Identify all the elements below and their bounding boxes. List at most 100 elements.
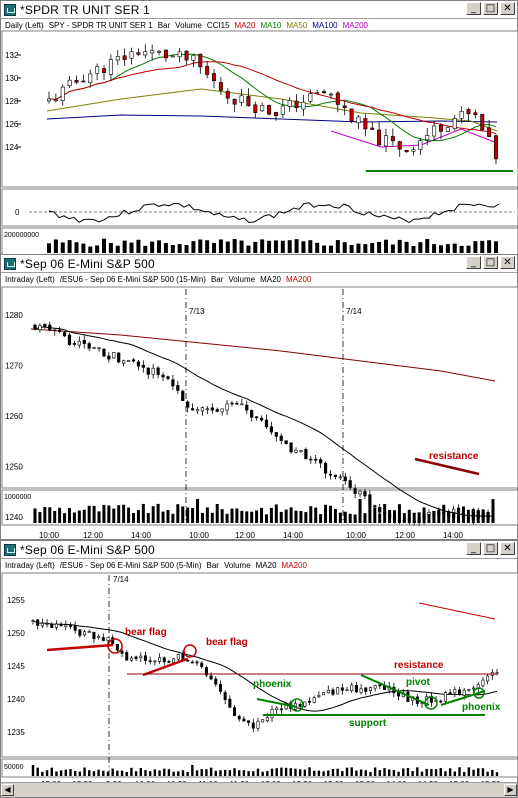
daily-candle <box>287 100 292 107</box>
daily-candle <box>60 86 65 101</box>
es-15min-chart[interactable]: 1280 1270 1260 1250 1240 7/13 7/14 resistance 10… <box>1 273 518 541</box>
minimize-button[interactable]: _ <box>466 542 481 555</box>
five-candle <box>45 623 49 625</box>
five-candle <box>87 631 91 633</box>
spy-daily-chart[interactable]: 1321301281261240200000000121719212527M35… <box>1 19 518 255</box>
legend-item: SPY - SPDR TR UNIT SER 1 <box>48 21 153 30</box>
legend-item: MA20 <box>260 275 281 284</box>
daily-candle <box>163 49 168 59</box>
maximize-button[interactable]: □ <box>483 542 498 555</box>
fifteen-candle <box>343 476 347 482</box>
maximize-button[interactable]: □ <box>483 2 498 15</box>
volume-bar <box>255 510 259 523</box>
volume-bar <box>294 768 297 776</box>
five-candle <box>186 659 190 662</box>
volume-bar <box>92 505 96 523</box>
volume-bar <box>444 771 447 776</box>
volume-bar <box>359 769 363 776</box>
minimize-button[interactable]: _ <box>466 2 481 15</box>
five-candle <box>106 637 110 641</box>
resistance-line <box>414 457 480 476</box>
volume-bar <box>136 239 141 253</box>
price-tick-label: 1280 <box>5 311 23 320</box>
volume-bar <box>298 769 302 776</box>
fifteen-candle <box>102 348 106 357</box>
ma20-line <box>34 326 493 517</box>
five-candle <box>279 708 283 711</box>
window-titlebar[interactable]: *Sep 06 E-Mini S&P 500 _ □ ✕ <box>1 255 517 273</box>
legend-item: Bar <box>157 21 171 30</box>
volume-bar <box>437 509 441 523</box>
fifteen-candle <box>131 359 136 362</box>
five-candle <box>368 687 372 691</box>
time-tick-label: 14:00 <box>283 531 304 540</box>
volume-bar <box>328 505 332 523</box>
five-candle <box>326 690 330 694</box>
fifteen-candle <box>146 367 150 375</box>
es-5min-chart[interactable]: 1255 1250 1245 1240 1235 7/14 bear flag bear fl… <box>1 559 518 785</box>
volume-bar <box>432 244 437 253</box>
scroll-right-button[interactable]: ▶ <box>504 784 517 796</box>
daily-candle <box>108 59 113 75</box>
scroll-left-button[interactable]: ◀ <box>1 784 14 796</box>
volume-bar <box>457 511 461 523</box>
five-candle <box>486 675 490 682</box>
fifteen-candle <box>284 440 288 444</box>
volume-bar <box>131 513 135 523</box>
ma50-line <box>46 88 498 132</box>
volume-bar <box>172 771 175 776</box>
minimize-button[interactable]: _ <box>466 256 481 269</box>
five-candle <box>317 695 321 697</box>
volume-bar <box>256 768 260 776</box>
volume-bar <box>452 243 457 253</box>
fifteen-candle <box>117 352 121 363</box>
volume-bar <box>102 238 107 253</box>
close-button[interactable]: ✕ <box>500 256 515 269</box>
window-titlebar[interactable]: *Sep 06 E-Mini S&P 500 _ □ ✕ <box>1 541 517 559</box>
volume-bar <box>319 514 323 523</box>
five-candle <box>261 719 265 723</box>
volume-pane <box>1 227 518 255</box>
five-candle <box>251 722 255 729</box>
volume-bar <box>38 512 42 523</box>
legend-item: MA200 <box>281 561 307 570</box>
fifteen-candle <box>294 449 298 453</box>
five-candle <box>64 624 68 627</box>
close-button[interactable]: ✕ <box>500 542 515 555</box>
volume-bar <box>417 512 421 523</box>
daily-candle <box>493 135 498 160</box>
horizontal-scrollbar[interactable]: ◀ ▶ <box>1 782 517 797</box>
volume-bar <box>239 240 244 253</box>
volume-bar <box>327 770 330 776</box>
window-titlebar[interactable]: *SPDR TR UNIT SER 1 _ □ ✕ <box>1 1 517 19</box>
volume-bar <box>315 242 320 253</box>
volume-bar <box>177 244 182 253</box>
fifteen-candle <box>67 334 72 345</box>
daily-candle <box>81 80 86 83</box>
five-candle <box>247 720 251 723</box>
volume-bar <box>264 514 268 523</box>
volume-bar <box>95 245 100 253</box>
daily-candle <box>150 50 155 54</box>
support-label: support <box>349 718 387 729</box>
volume-bar <box>377 241 382 253</box>
volume-bar <box>122 240 127 253</box>
maximize-button[interactable]: □ <box>483 256 498 269</box>
legend-item: Volume <box>175 21 202 30</box>
fifteen-candle <box>171 379 175 387</box>
daily-candle <box>198 53 203 68</box>
five-candle <box>153 660 157 663</box>
close-button[interactable]: ✕ <box>500 2 515 15</box>
volume-bar <box>445 244 450 253</box>
volume-bar <box>393 510 397 523</box>
daily-candle <box>425 135 430 141</box>
volume-bar <box>341 771 344 776</box>
fifteen-candle <box>338 476 342 479</box>
fifteen-candle <box>33 324 37 330</box>
fifteen-candle <box>456 507 461 513</box>
volume-bar <box>317 770 321 776</box>
volume-bar <box>420 771 424 776</box>
volume-bar <box>36 767 39 776</box>
volume-bar <box>392 770 396 776</box>
volume-bar <box>314 507 318 523</box>
